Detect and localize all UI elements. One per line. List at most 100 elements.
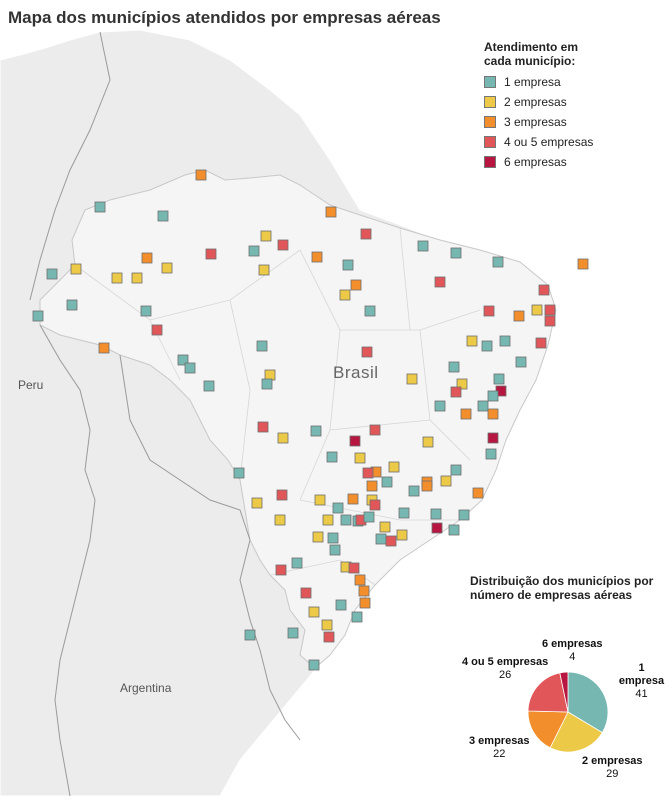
municipality-marker[interactable] xyxy=(487,432,499,444)
municipality-marker[interactable] xyxy=(369,499,381,511)
municipality-marker[interactable] xyxy=(312,531,324,543)
municipality-marker[interactable] xyxy=(351,611,363,623)
municipality-marker[interactable] xyxy=(421,480,433,492)
municipality-marker[interactable] xyxy=(203,380,215,392)
municipality-marker[interactable] xyxy=(251,497,263,509)
municipality-marker[interactable] xyxy=(483,305,495,317)
municipality-marker[interactable] xyxy=(323,631,335,643)
municipality-marker[interactable] xyxy=(485,448,497,460)
municipality-marker[interactable] xyxy=(233,467,245,479)
pie-slice[interactable] xyxy=(567,671,609,734)
municipality-marker[interactable] xyxy=(258,264,270,276)
municipality-marker[interactable] xyxy=(448,361,460,373)
municipality-marker[interactable] xyxy=(335,599,347,611)
municipality-marker[interactable] xyxy=(434,276,446,288)
legend-item-5[interactable]: 6 empresas xyxy=(484,152,604,172)
municipality-marker[interactable] xyxy=(396,529,408,541)
municipality-marker[interactable] xyxy=(448,524,460,536)
municipality-marker[interactable] xyxy=(70,263,82,275)
municipality-marker[interactable] xyxy=(354,452,366,464)
municipality-marker[interactable] xyxy=(256,340,268,352)
municipality-marker[interactable] xyxy=(140,305,152,317)
municipality-marker[interactable] xyxy=(310,425,322,437)
pie-slice[interactable] xyxy=(527,672,569,713)
municipality-marker[interactable] xyxy=(406,373,418,385)
municipality-marker[interactable] xyxy=(458,509,470,521)
municipality-marker[interactable] xyxy=(321,619,333,631)
municipality-marker[interactable] xyxy=(515,356,527,368)
municipality-marker[interactable] xyxy=(244,629,256,641)
legend-item-4[interactable]: 4 ou 5 empresas xyxy=(484,132,604,152)
municipality-marker[interactable] xyxy=(388,461,400,473)
municipality-marker[interactable] xyxy=(177,354,189,366)
municipality-marker[interactable] xyxy=(369,424,381,436)
municipality-marker[interactable] xyxy=(308,659,320,671)
municipality-marker[interactable] xyxy=(141,252,153,264)
municipality-marker[interactable] xyxy=(195,169,207,181)
municipality-marker[interactable] xyxy=(276,489,288,501)
municipality-marker[interactable] xyxy=(342,259,354,271)
municipality-marker[interactable] xyxy=(325,206,337,218)
municipality-marker[interactable] xyxy=(531,304,543,316)
municipality-marker[interactable] xyxy=(366,480,378,492)
municipality-marker[interactable] xyxy=(577,258,589,270)
legend-item-3[interactable]: 3 empresas xyxy=(484,112,604,132)
municipality-marker[interactable] xyxy=(248,245,260,257)
municipality-marker[interactable] xyxy=(277,432,289,444)
municipality-marker[interactable] xyxy=(157,210,169,222)
municipality-marker[interactable] xyxy=(364,305,376,317)
municipality-marker[interactable] xyxy=(347,493,359,505)
municipality-marker[interactable] xyxy=(32,310,44,322)
municipality-marker[interactable] xyxy=(261,378,273,390)
municipality-marker[interactable] xyxy=(493,373,505,385)
municipality-marker[interactable] xyxy=(287,627,299,639)
municipality-marker[interactable] xyxy=(456,378,468,390)
municipality-marker[interactable] xyxy=(544,315,556,327)
municipality-marker[interactable] xyxy=(111,272,123,284)
municipality-marker[interactable] xyxy=(544,304,556,316)
municipality-marker[interactable] xyxy=(98,342,110,354)
municipality-marker[interactable] xyxy=(257,421,269,433)
municipality-marker[interactable] xyxy=(260,230,272,242)
municipality-marker[interactable] xyxy=(535,337,547,349)
municipality-marker[interactable] xyxy=(348,562,360,574)
municipality-marker[interactable] xyxy=(326,451,338,463)
municipality-marker[interactable] xyxy=(311,251,323,263)
municipality-marker[interactable] xyxy=(46,268,58,280)
municipality-marker[interactable] xyxy=(362,467,374,479)
legend-item-1[interactable]: 1 empresa xyxy=(484,72,604,92)
municipality-marker[interactable] xyxy=(66,299,78,311)
municipality-marker[interactable] xyxy=(360,228,372,240)
municipality-marker[interactable] xyxy=(349,435,361,447)
municipality-marker[interactable] xyxy=(274,514,286,526)
pie-slice[interactable] xyxy=(559,671,569,713)
municipality-marker[interactable] xyxy=(205,248,217,260)
municipality-marker[interactable] xyxy=(450,464,462,476)
municipality-marker[interactable] xyxy=(339,289,351,301)
municipality-marker[interactable] xyxy=(359,597,371,609)
municipality-marker[interactable] xyxy=(361,346,373,358)
municipality-marker[interactable] xyxy=(358,585,370,597)
municipality-marker[interactable] xyxy=(275,564,287,576)
municipality-marker[interactable] xyxy=(332,502,344,514)
municipality-marker[interactable] xyxy=(417,240,429,252)
municipality-marker[interactable] xyxy=(379,521,391,533)
municipality-marker[interactable] xyxy=(354,574,366,586)
municipality-marker[interactable] xyxy=(440,475,452,487)
municipality-marker[interactable] xyxy=(161,262,173,274)
municipality-marker[interactable] xyxy=(460,408,472,420)
municipality-marker[interactable] xyxy=(94,201,106,213)
municipality-marker[interactable] xyxy=(450,247,462,259)
municipality-marker[interactable] xyxy=(327,532,339,544)
municipality-marker[interactable] xyxy=(277,239,289,251)
municipality-marker[interactable] xyxy=(481,340,493,352)
municipality-marker[interactable] xyxy=(398,507,410,519)
municipality-marker[interactable] xyxy=(431,522,443,534)
municipality-marker[interactable] xyxy=(381,476,393,488)
legend-item-2[interactable]: 2 empresas xyxy=(484,92,604,112)
municipality-marker[interactable] xyxy=(314,494,326,506)
municipality-marker[interactable] xyxy=(430,508,442,520)
municipality-marker[interactable] xyxy=(466,335,478,347)
municipality-marker[interactable] xyxy=(472,487,484,499)
